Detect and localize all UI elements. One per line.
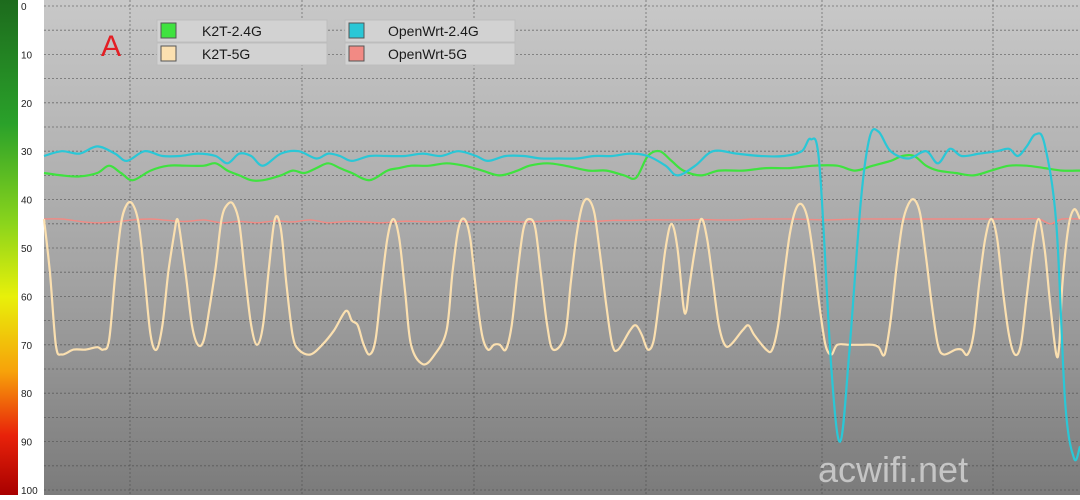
y-tick-label: 20 [21, 99, 33, 110]
legend-swatch-k2t-24 [160, 22, 177, 39]
legend-swatch-openwrt-5 [348, 45, 365, 62]
legend-label-k2t-5: K2T-5G [202, 46, 250, 62]
y-tick-label: 60 [21, 292, 33, 303]
legend-item-openwrt-24: OpenWrt-2.4G [344, 19, 516, 43]
legend-item-k2t-24: K2T-2.4G [156, 19, 328, 43]
legend-item-openwrt-5: OpenWrt-5G [344, 42, 516, 66]
series-line-k2t-5 [42, 197, 1080, 366]
legend-item-k2t-5: K2T-5G [156, 42, 328, 66]
y-tick-label: 0 [21, 2, 27, 13]
watermark: acwifi.net [818, 449, 968, 490]
legend-label-k2t-24: K2T-2.4G [202, 23, 262, 39]
legend-swatch-openwrt-24 [348, 22, 365, 39]
y-tick-label: 90 [21, 438, 33, 449]
y-tick-label: 70 [21, 341, 33, 352]
series-line-k2t-24 [43, 149, 1080, 182]
y-tick-label: 30 [21, 147, 33, 158]
legend: K2T-2.4G K2T-5G OpenWrt-2.4G OpenWrt-5G [156, 19, 516, 66]
legend-label-openwrt-24: OpenWrt-2.4G [388, 23, 479, 39]
plot-area [44, 0, 1080, 495]
y-tick-label: 10 [21, 50, 33, 61]
signal-color-scale [0, 0, 18, 495]
y-tick-label: 50 [21, 244, 33, 255]
grid-lines [44, 0, 1080, 495]
panel-label-a: A [101, 30, 121, 63]
legend-swatch-k2t-5 [160, 45, 177, 62]
y-tick-label: 40 [21, 196, 33, 207]
y-axis-panel: 0 10 20 30 40 50 60 70 80 90 100 [0, 0, 44, 497]
series-lines [42, 128, 1080, 462]
y-tick-label: 80 [21, 389, 33, 400]
series-line-openwrt-24 [43, 128, 1080, 462]
y-tick-label: 100 [21, 486, 38, 495]
legend-label-openwrt-5: OpenWrt-5G [388, 46, 467, 62]
